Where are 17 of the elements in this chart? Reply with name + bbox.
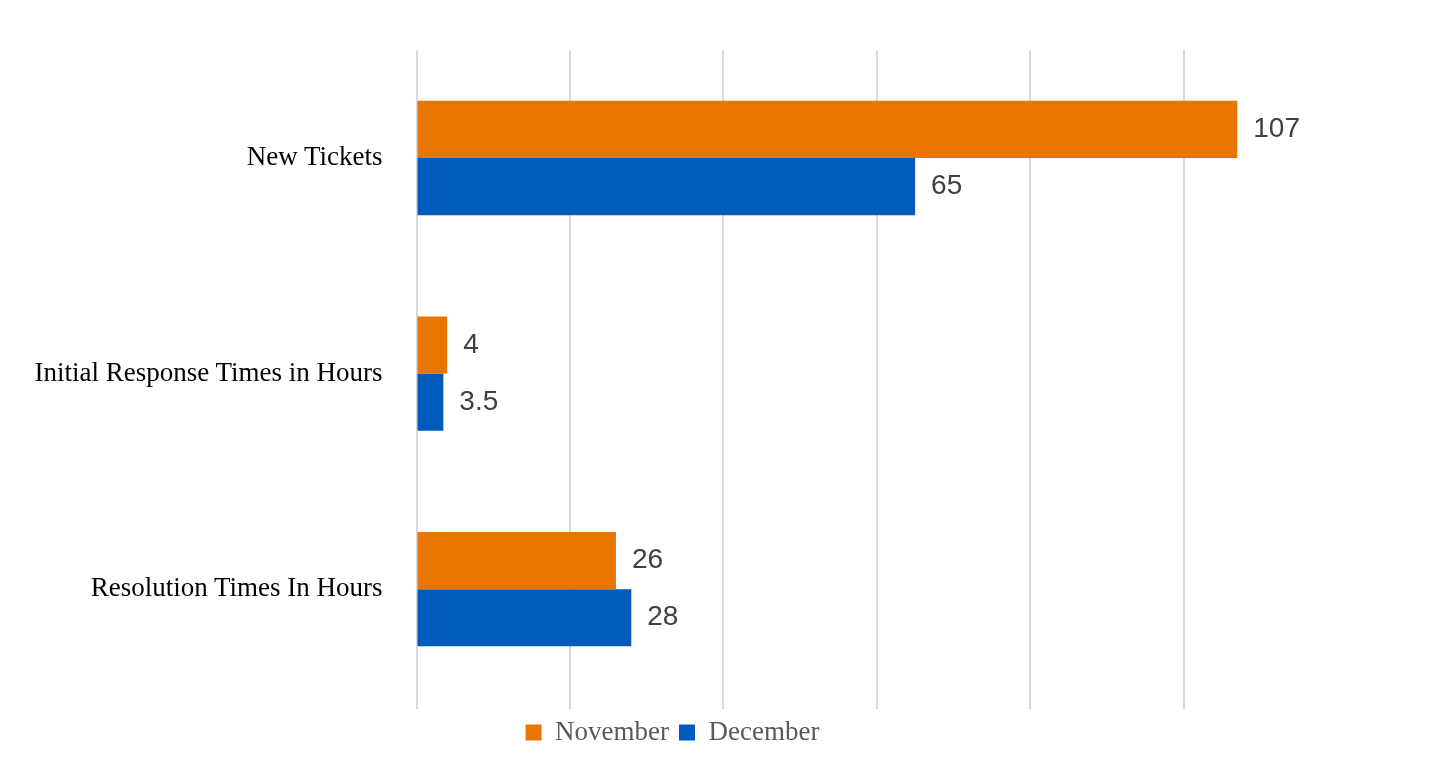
y-tick-label: Resolution Times In Hours: [90, 572, 383, 603]
bar: [417, 316, 448, 374]
data-label: 26: [631, 543, 664, 575]
bar: [417, 158, 916, 216]
bar: [417, 589, 632, 647]
data-label: 28: [647, 600, 679, 632]
data-label: 3.5: [459, 384, 499, 416]
legend-label: November: [555, 715, 670, 746]
y-tick-label: Initial Response Times in Hours: [34, 356, 383, 387]
data-label: 107: [1253, 112, 1300, 144]
y-tick-label: New Tickets: [246, 141, 383, 172]
bar: [417, 100, 1238, 158]
data-label: 65: [931, 169, 963, 201]
data-label: 4: [463, 327, 479, 359]
legend-label: December: [708, 715, 820, 746]
bar: [417, 532, 616, 590]
bar: [417, 373, 444, 431]
